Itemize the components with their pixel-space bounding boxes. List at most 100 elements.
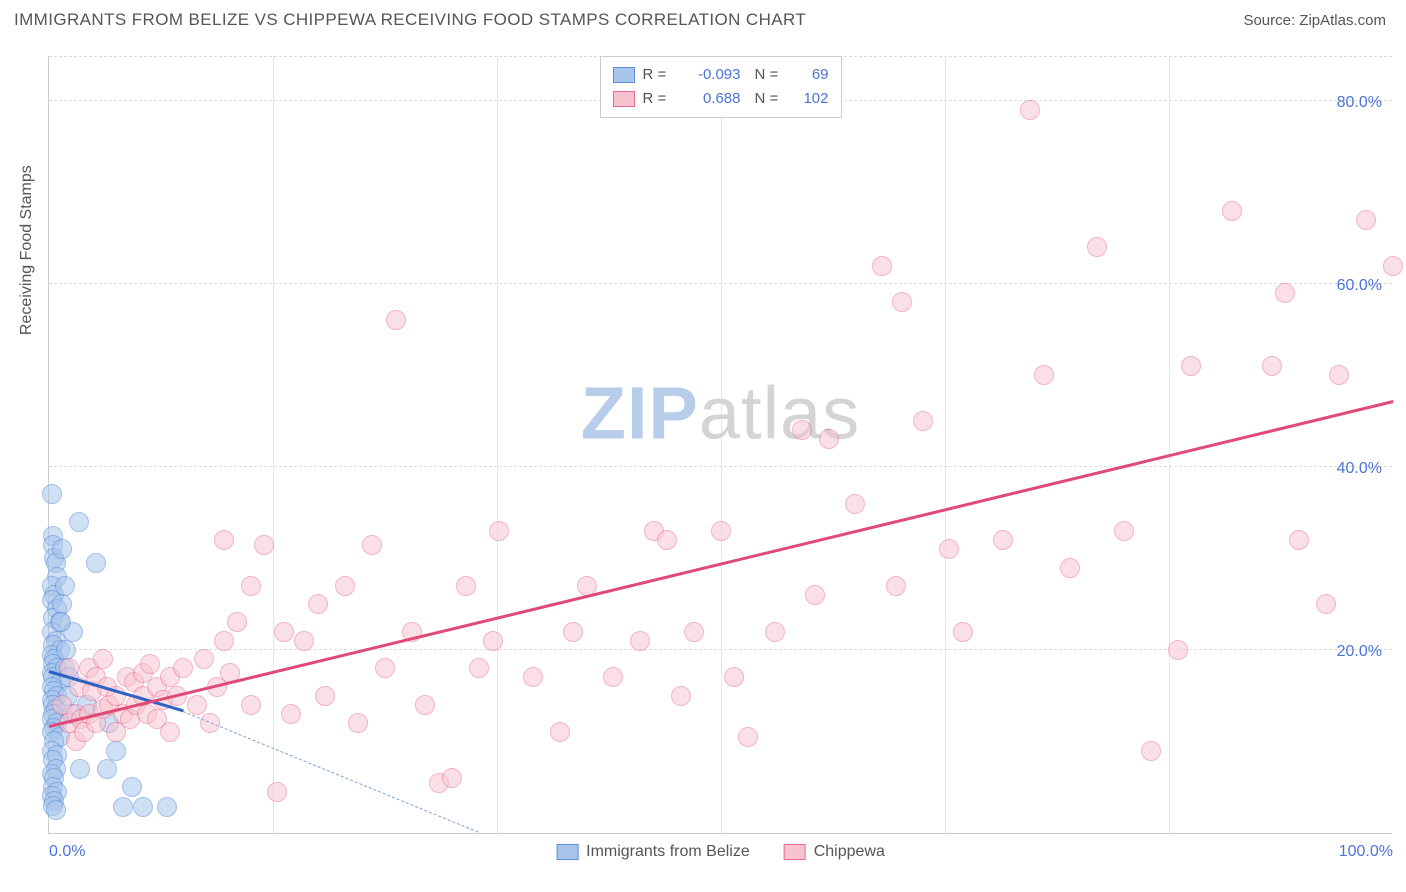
r-label: R = bbox=[643, 87, 673, 111]
data-point bbox=[792, 420, 812, 440]
data-point bbox=[1222, 201, 1242, 221]
n-value-belize: 69 bbox=[793, 63, 829, 87]
data-point bbox=[765, 622, 785, 642]
data-point bbox=[122, 777, 142, 797]
swatch-belize bbox=[556, 844, 578, 860]
swatch-belize bbox=[613, 67, 635, 83]
data-point bbox=[362, 535, 382, 555]
data-point bbox=[603, 667, 623, 687]
watermark-part1: ZIP bbox=[581, 372, 699, 455]
data-point bbox=[845, 494, 865, 514]
series-name-belize: Immigrants from Belize bbox=[586, 843, 750, 861]
data-point bbox=[1383, 256, 1403, 276]
data-point bbox=[157, 797, 177, 817]
data-point bbox=[953, 622, 973, 642]
data-point bbox=[913, 411, 933, 431]
data-point bbox=[1168, 640, 1188, 660]
data-point bbox=[738, 727, 758, 747]
source-label: Source: ZipAtlas.com bbox=[1243, 12, 1386, 29]
data-point bbox=[993, 530, 1013, 550]
data-point bbox=[42, 484, 62, 504]
data-point bbox=[671, 686, 691, 706]
data-point bbox=[711, 521, 731, 541]
data-point bbox=[386, 310, 406, 330]
data-point bbox=[51, 612, 71, 632]
data-point bbox=[872, 256, 892, 276]
series-legend: Immigrants from Belize Chippewa bbox=[556, 843, 885, 861]
data-point bbox=[1114, 521, 1134, 541]
data-point bbox=[160, 722, 180, 742]
data-point bbox=[1141, 741, 1161, 761]
data-point bbox=[93, 649, 113, 669]
ytick-label: 80.0% bbox=[1337, 94, 1382, 112]
data-point bbox=[173, 658, 193, 678]
data-point bbox=[456, 576, 476, 596]
data-point bbox=[1181, 356, 1201, 376]
data-point bbox=[52, 539, 72, 559]
data-point bbox=[1329, 365, 1349, 385]
gridline-v bbox=[497, 56, 498, 833]
data-point bbox=[241, 695, 261, 715]
r-value-belize: -0.093 bbox=[681, 63, 741, 87]
chart-title: IMMIGRANTS FROM BELIZE VS CHIPPEWA RECEI… bbox=[14, 10, 806, 30]
legend-row-belize: R = -0.093 N = 69 bbox=[613, 63, 829, 87]
data-point bbox=[274, 622, 294, 642]
data-point bbox=[684, 622, 704, 642]
gridline-v bbox=[273, 56, 274, 833]
data-point bbox=[1289, 530, 1309, 550]
gridline-v bbox=[1169, 56, 1170, 833]
data-point bbox=[1020, 100, 1040, 120]
data-point bbox=[113, 797, 133, 817]
data-point bbox=[442, 768, 462, 788]
data-point bbox=[254, 535, 274, 555]
data-point bbox=[140, 654, 160, 674]
data-point bbox=[483, 631, 503, 651]
data-point bbox=[415, 695, 435, 715]
gridline-v bbox=[945, 56, 946, 833]
n-value-chippewa: 102 bbox=[793, 87, 829, 111]
data-point bbox=[227, 612, 247, 632]
data-point bbox=[335, 576, 355, 596]
data-point bbox=[1316, 594, 1336, 614]
r-label: R = bbox=[643, 63, 673, 87]
data-point bbox=[630, 631, 650, 651]
ytick-label: 60.0% bbox=[1337, 277, 1382, 295]
data-point bbox=[55, 576, 75, 596]
data-point bbox=[489, 521, 509, 541]
trend-line bbox=[183, 711, 479, 833]
data-point bbox=[469, 658, 489, 678]
data-point bbox=[194, 649, 214, 669]
data-point bbox=[892, 292, 912, 312]
data-point bbox=[550, 722, 570, 742]
data-point bbox=[563, 622, 583, 642]
data-point bbox=[375, 658, 395, 678]
data-point bbox=[52, 594, 72, 614]
data-point bbox=[724, 667, 744, 687]
data-point bbox=[70, 759, 90, 779]
data-point bbox=[1356, 210, 1376, 230]
data-point bbox=[1275, 283, 1295, 303]
data-point bbox=[1262, 356, 1282, 376]
data-point bbox=[241, 576, 261, 596]
data-point bbox=[46, 800, 66, 820]
xtick-label: 100.0% bbox=[1339, 843, 1393, 861]
n-label: N = bbox=[755, 63, 785, 87]
ytick-label: 40.0% bbox=[1337, 460, 1382, 478]
data-point bbox=[56, 640, 76, 660]
data-point bbox=[1034, 365, 1054, 385]
scatter-chart: ZIPatlas R = -0.093 N = 69 R = 0.688 N =… bbox=[48, 56, 1392, 834]
data-point bbox=[657, 530, 677, 550]
data-point bbox=[97, 759, 117, 779]
n-label: N = bbox=[755, 87, 785, 111]
swatch-chippewa bbox=[613, 91, 635, 107]
xtick-label: 0.0% bbox=[49, 843, 85, 861]
data-point bbox=[133, 797, 153, 817]
data-point bbox=[1087, 237, 1107, 257]
data-point bbox=[281, 704, 301, 724]
data-point bbox=[819, 429, 839, 449]
correlation-legend: R = -0.093 N = 69 R = 0.688 N = 102 bbox=[600, 56, 842, 118]
data-point bbox=[348, 713, 368, 733]
swatch-chippewa bbox=[784, 844, 806, 860]
data-point bbox=[187, 695, 207, 715]
legend-item-chippewa: Chippewa bbox=[784, 843, 885, 861]
